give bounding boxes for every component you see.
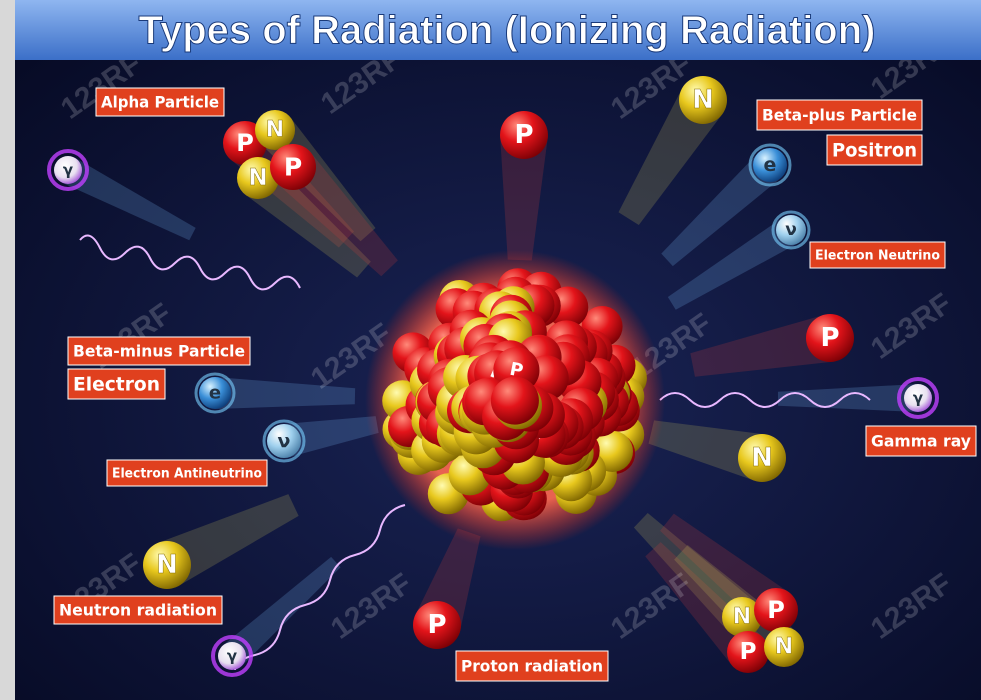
label: Electron Antineutrino — [112, 467, 262, 482]
particle-symbol: P — [284, 153, 302, 182]
particle-symbol: P — [236, 129, 254, 157]
particle-symbol: P — [767, 596, 785, 624]
nucleon — [491, 377, 539, 425]
particle-symbol: P — [740, 639, 757, 665]
particle-symbol: N — [248, 165, 267, 191]
label: Alpha Particle — [101, 93, 219, 112]
particle-symbol: N — [266, 118, 284, 143]
particle-symbol: γ — [227, 647, 237, 665]
label: Beta-plus Particle — [762, 106, 917, 125]
particle-symbol: e — [764, 154, 777, 176]
label: Electron — [73, 374, 160, 396]
particle-symbol: P — [427, 610, 446, 640]
label: Gamma ray — [871, 432, 972, 451]
diagram: 123RF123RF123RF123RF123RF123RF123RF123RF… — [0, 0, 981, 700]
label: Electron Neutrino — [815, 249, 940, 264]
particle-symbol: γ — [63, 161, 73, 179]
particle-symbol: ν — [278, 430, 291, 452]
label: Proton radiation — [461, 657, 603, 676]
particle-symbol: N — [156, 550, 178, 580]
particle-symbol: γ — [913, 389, 923, 407]
particle-symbol: N — [692, 85, 714, 115]
particle-symbol: N — [733, 605, 751, 630]
label: Positron — [832, 140, 917, 162]
label: Beta-minus Particle — [73, 342, 245, 361]
particle-symbol: ν — [785, 220, 797, 240]
particle-symbol: P — [820, 323, 839, 353]
title: Types of Radiation (Ionizing Radiation) — [138, 9, 875, 53]
particle-symbol: e — [209, 383, 221, 404]
label: Neutron radiation — [59, 601, 217, 620]
particle-symbol: N — [775, 635, 793, 660]
particle-symbol: N — [751, 443, 773, 473]
particle-symbol: P — [514, 120, 533, 150]
